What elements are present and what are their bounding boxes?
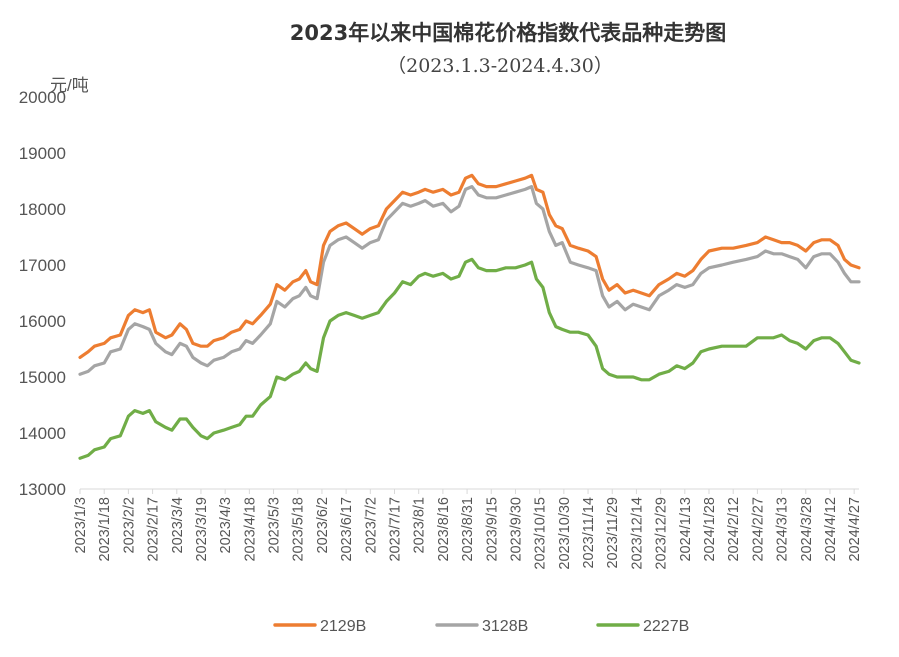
x-tick-label: 2024/2/27 [750, 497, 766, 562]
x-tick-label: 2023/7/2 [363, 497, 379, 553]
x-tick-label: 2023/5/18 [291, 497, 307, 562]
x-axis-ticks: 2023/1/3 2023/1/18 2023/2/2 2023/2/17 2023/3… [73, 489, 863, 570]
x-tick-label: 2024/1/28 [702, 497, 718, 562]
x-tick-label: 2024/2/12 [726, 497, 742, 562]
x-tick-label: 2023/8/31 [460, 497, 476, 562]
chart-title: 2023年以来中国棉花价格指数代表品种走势图 [290, 21, 726, 45]
x-tick-label: 2023/10/30 [557, 497, 573, 570]
x-tick-label: 2023/8/16 [436, 497, 452, 562]
y-tick-label: 18000 [19, 200, 66, 219]
x-tick-label: 2023/9/30 [508, 497, 524, 562]
x-tick-label: 2023/5/3 [267, 497, 283, 553]
legend: 2129B 3128B 2227B [273, 618, 689, 635]
x-tick-label: 2023/9/15 [484, 497, 500, 562]
x-tick-label: 2023/6/17 [339, 497, 355, 562]
x-tick-label: 2024/3/28 [799, 497, 815, 562]
x-tick-label: 2023/11/14 [581, 497, 597, 569]
x-tick-label: 2023/11/29 [605, 497, 621, 569]
x-tick-label: 2024/1/13 [678, 497, 694, 562]
y-tick-label: 20000 [19, 88, 66, 107]
y-tick-label: 19000 [19, 144, 66, 163]
x-tick-label: 2023/2/17 [146, 497, 162, 562]
series-lines [78, 173, 861, 460]
x-tick-label: 2023/3/4 [170, 497, 186, 553]
series-line-2129B [78, 173, 861, 359]
x-tick-label: 2023/12/14 [629, 497, 645, 570]
legend-label-2129B: 2129B [320, 618, 366, 635]
x-tick-label: 2023/7/17 [388, 497, 404, 562]
series-line-2227B [78, 257, 861, 460]
x-tick-label: 2024/4/27 [847, 497, 863, 562]
x-tick-label: 2024/3/13 [775, 497, 791, 562]
x-tick-label: 2024/4/12 [823, 497, 839, 562]
x-tick-label: 2023/4/3 [218, 497, 234, 553]
y-tick-label: 13000 [19, 480, 66, 499]
x-tick-label: 2023/4/18 [242, 497, 258, 562]
y-axis-unit-label: 元/吨 [50, 76, 89, 95]
y-axis-ticks: 13000 14000 15000 16000 17000 18000 19000 20000 [19, 88, 66, 499]
x-tick-label: 2023/3/19 [194, 497, 210, 562]
x-tick-label: 2023/12/29 [654, 497, 670, 570]
x-tick-label: 2023/1/18 [97, 497, 113, 562]
legend-label-3128B: 3128B [482, 618, 528, 635]
x-tick-label: 2023/8/1 [412, 497, 428, 553]
series-line-3128B [78, 185, 861, 376]
x-tick-label: 2023/2/2 [121, 497, 137, 553]
chart-subtitle: （2023.1.3-2024.4.30） [387, 55, 613, 77]
x-tick-label: 2023/10/15 [533, 497, 549, 570]
x-tick-label: 2023/1/3 [73, 497, 89, 553]
y-tick-label: 14000 [19, 424, 66, 443]
y-tick-label: 15000 [19, 368, 66, 387]
y-tick-label: 17000 [19, 256, 66, 275]
x-tick-label: 2023/6/2 [315, 497, 331, 553]
y-tick-label: 16000 [19, 312, 66, 331]
legend-label-2227B: 2227B [643, 618, 689, 635]
